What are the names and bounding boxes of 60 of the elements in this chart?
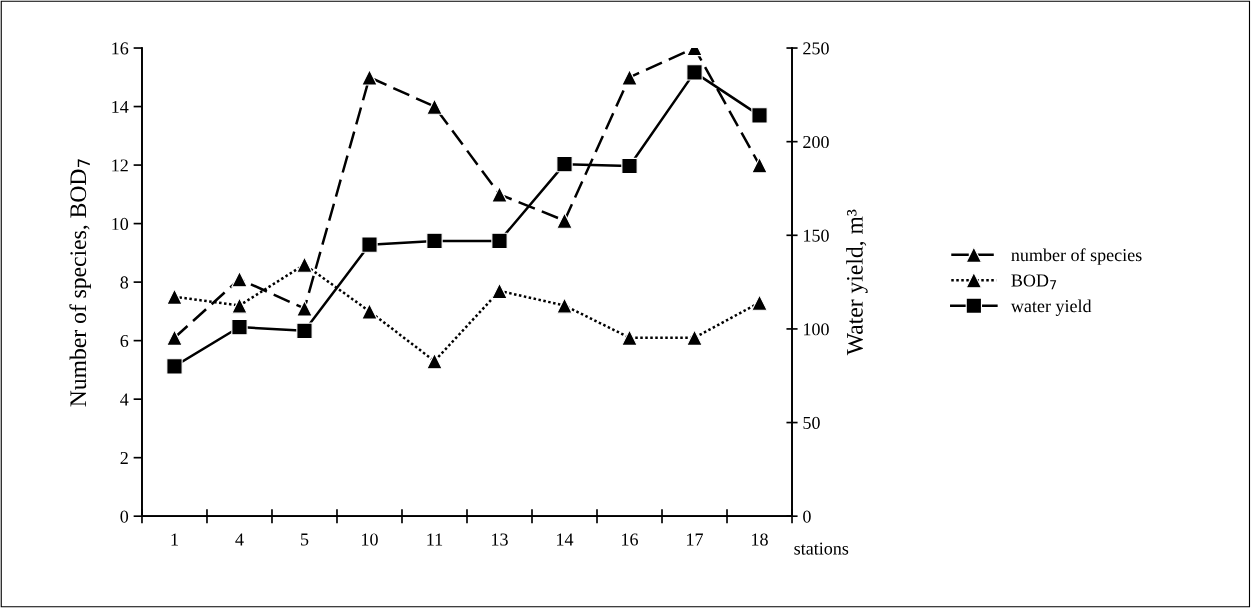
point bbox=[686, 329, 703, 346]
point bbox=[231, 297, 248, 314]
point bbox=[361, 236, 378, 253]
y2-tick-label: 250 bbox=[803, 42, 829, 55]
y2-tick-label: 150 bbox=[804, 229, 829, 242]
x-axis-title: stations bbox=[794, 542, 849, 555]
point bbox=[491, 186, 508, 203]
y2-tick-label: 200 bbox=[803, 135, 829, 149]
y2-tick-label: 0 bbox=[803, 510, 811, 523]
y2-tick-label: 100 bbox=[804, 323, 829, 336]
point bbox=[491, 282, 508, 300]
legend-label: number of species bbox=[1011, 248, 1142, 265]
point bbox=[621, 157, 638, 175]
x-tick-label: 11 bbox=[427, 533, 443, 546]
y-tick-label: 4 bbox=[120, 393, 129, 406]
x-tick-label: 1 bbox=[171, 533, 178, 546]
point bbox=[621, 69, 638, 86]
x-tick-label: 13 bbox=[492, 533, 508, 546]
y-tick-label: 0 bbox=[120, 510, 129, 523]
point bbox=[621, 329, 638, 346]
point bbox=[426, 352, 443, 370]
point bbox=[296, 300, 313, 317]
point bbox=[426, 232, 443, 250]
x-tick-label: 18 bbox=[752, 533, 768, 546]
y-tick-label: 12 bbox=[112, 159, 128, 172]
point bbox=[166, 358, 183, 375]
x-tick-label: 14 bbox=[557, 533, 574, 546]
point bbox=[296, 322, 313, 339]
y-tick-label: 6 bbox=[120, 334, 129, 348]
point bbox=[556, 155, 573, 173]
point bbox=[166, 288, 183, 305]
y-tick-label: 16 bbox=[112, 42, 129, 55]
point bbox=[361, 303, 378, 320]
point bbox=[556, 297, 573, 314]
y2-tick-label: 50 bbox=[803, 416, 820, 429]
y-tick-label: 14 bbox=[112, 100, 129, 113]
legend-label: water yield bbox=[1010, 299, 1092, 316]
point bbox=[751, 294, 768, 311]
y2-axis-title: Water yield, m³ bbox=[846, 209, 868, 356]
point bbox=[751, 156, 768, 174]
point bbox=[296, 256, 313, 273]
point bbox=[491, 232, 508, 250]
point bbox=[166, 329, 183, 346]
legend-label: BOD$_{7}$ bbox=[1011, 274, 1057, 290]
x-tick-label: 17 bbox=[687, 533, 704, 546]
point bbox=[751, 107, 768, 124]
x-tick-label: 16 bbox=[622, 533, 638, 546]
point bbox=[686, 64, 703, 81]
y-tick-label: 8 bbox=[120, 276, 129, 289]
y-tick-label: 10 bbox=[112, 217, 129, 231]
point bbox=[556, 212, 573, 229]
point bbox=[361, 69, 378, 86]
point bbox=[231, 270, 248, 288]
x-tick-label: 10 bbox=[362, 533, 378, 546]
y-tick-label: 2 bbox=[120, 451, 128, 464]
x-tick-label: 5 bbox=[301, 533, 309, 546]
y-axis-title: Number of species, BOD$_{7}$ bbox=[69, 159, 91, 407]
point bbox=[426, 98, 443, 115]
point bbox=[231, 318, 248, 336]
x-tick-label: 4 bbox=[235, 533, 244, 546]
